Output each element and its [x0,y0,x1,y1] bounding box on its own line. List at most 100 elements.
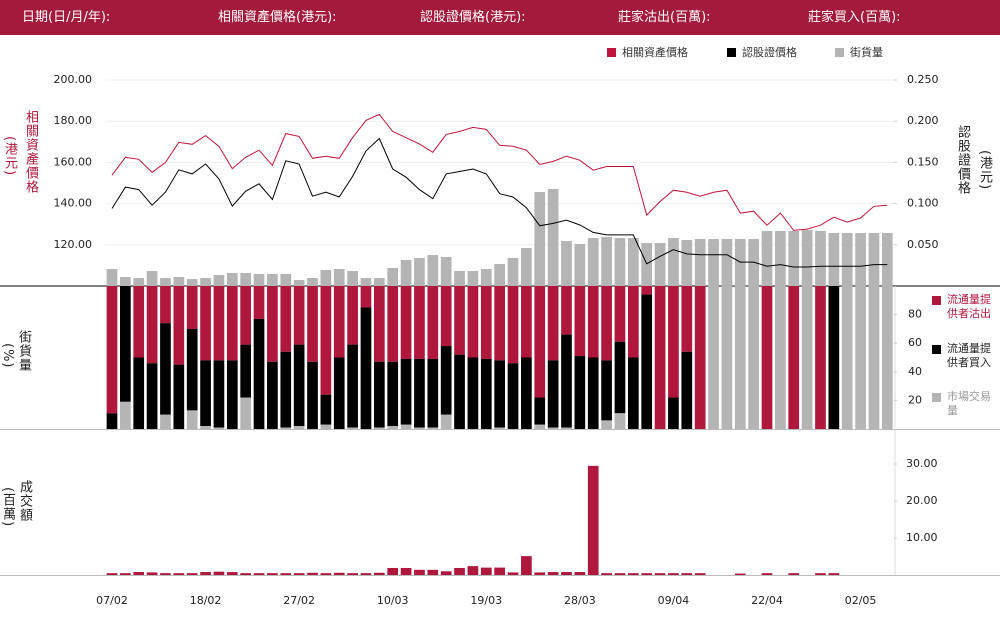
legend-label: 認股證價格 [742,46,797,59]
x-tick-label: 02/05 [845,594,877,607]
volume-bar [494,360,505,428]
legend-item: 街貨量 [835,44,883,60]
street-bar [347,271,358,286]
volume-bar [387,286,399,362]
volume-bar [627,286,639,358]
y2-axis-unit: (港元) [977,150,992,191]
y-axis-label: 成交額 [17,480,32,522]
volume-bar [587,357,599,429]
volume-bar [293,344,305,427]
volume-bar [467,286,479,358]
street-bar [574,244,586,286]
volume-bar [440,414,452,429]
volume-bar [173,364,185,429]
y2-tick-label: 0.250 [907,73,939,86]
street-bar [507,258,519,286]
turnover-bar [347,573,358,575]
volume-bar [133,357,145,429]
volume-bar [681,351,693,429]
volume-bar [534,424,546,429]
price-line [111,113,888,231]
volume-bar [333,357,345,429]
volume-bar [226,286,238,361]
x-tick-label: 09/04 [658,594,690,607]
street-bar [454,271,465,286]
volume-bar [106,413,118,429]
volume-bar [186,286,198,329]
volume-bar [801,286,813,429]
volume-bar [494,286,505,361]
y2-axis-label: 認股證價格 [955,125,970,195]
volume-bar [400,424,412,429]
volume-bar [280,427,292,429]
turnover-bar [267,573,278,575]
turnover-bar [213,571,225,575]
legend-item: 市場交易量 [932,390,998,418]
street-bar [681,240,693,286]
street-bar [213,275,225,286]
volume-bar [387,426,399,429]
turnover-bar [467,566,479,575]
legend-label: 街貨量 [850,46,883,59]
turnover-bar [681,573,693,575]
volume-bar [547,427,559,429]
volume-bar [761,286,773,429]
y2-tick-label: 0.050 [907,238,939,251]
volume-bar [454,354,465,429]
y-tick-label: 40 [908,365,922,378]
turnover-bar [668,573,679,575]
volume-bar [427,286,439,359]
volume-bar [815,286,826,429]
volume-bar [160,323,171,415]
turnover-bar [280,573,292,575]
turnover-bar [734,573,746,575]
street-bar [320,270,332,286]
street-bar [226,273,238,286]
y-axis-label: 相關資產價格 [23,110,38,194]
volume-bar [347,344,358,428]
street-bar [561,241,572,286]
turnover-bar [120,573,131,575]
volume-bar [106,286,118,414]
volume-bar [601,360,612,421]
volume-bar [320,286,332,395]
legend-item: 相關資產價格 [607,44,688,60]
volume-bar [708,286,719,429]
turnover-bar [507,572,519,575]
street-bar [146,271,158,286]
turnover-bar [534,572,546,575]
turnover-bar [146,572,158,575]
volume-bar [694,286,706,429]
volume-bar [574,286,586,357]
street-bar [240,273,252,286]
volume-bar [226,360,238,429]
street-bar [360,278,372,286]
turnover-bar [414,569,425,575]
volume-bar [641,294,653,429]
volume-bar [521,357,532,429]
street-bar [494,264,505,286]
turnover-bar [186,573,198,575]
x-tick-label: 19/03 [470,594,502,607]
street-bar [467,271,479,286]
volume-bar [400,358,412,425]
y-tick-label: 120.00 [54,238,93,251]
volume-bar [828,286,840,429]
volume-bar [240,286,252,345]
x-tick-label: 22/04 [751,594,783,607]
volume-bar [534,286,546,398]
turnover-bar [654,573,666,575]
x-tick-label: 27/02 [283,594,315,607]
street-bar [841,233,853,286]
street-bar [120,277,131,286]
turnover-bar [601,573,612,575]
y-tick-label: 30.00 [906,457,938,470]
volume-bar [467,357,479,429]
turnover-bar [400,567,412,575]
legend-label: 流通量提供者沽出 [947,293,991,320]
street-bar [414,258,425,286]
street-bar [587,238,599,286]
turnover-bar [253,573,265,575]
legend-label: 流通量提供者買入 [947,342,991,369]
turnover-bar [614,573,626,575]
